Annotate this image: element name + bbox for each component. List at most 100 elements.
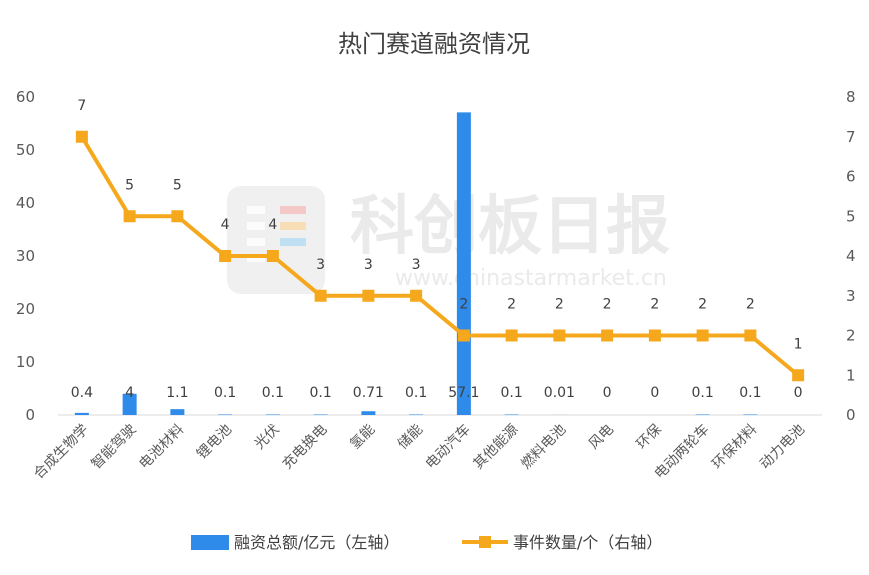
line-data-label: 5 — [125, 177, 134, 193]
line-point — [505, 329, 518, 342]
category-label: 燃料电池 — [518, 421, 570, 473]
bar-data-label: 0 — [603, 385, 612, 401]
legend-bar-swatch — [191, 535, 229, 550]
line-data-label: 2 — [555, 297, 564, 313]
bar — [313, 414, 328, 415]
line-data-label: 4 — [221, 217, 230, 233]
right-tick-label: 0 — [846, 406, 856, 424]
category-label: 风电 — [586, 422, 617, 453]
line-data-label: 4 — [268, 217, 277, 233]
line-point — [219, 250, 232, 262]
bar — [409, 414, 424, 415]
bar — [456, 112, 471, 416]
bar-data-label: 0.4 — [71, 385, 93, 401]
left-axis: 0 10 20 30 40 50 60 — [16, 88, 35, 424]
line-point — [553, 329, 566, 342]
line-point — [266, 250, 279, 262]
line-data-label: 2 — [746, 297, 755, 313]
left-tick-label: 0 — [25, 406, 35, 424]
left-tick-label: 30 — [16, 247, 35, 265]
line-data-label: 1 — [794, 336, 803, 352]
bar-data-label: 0.1 — [691, 385, 713, 401]
category-label: 智能驾驶 — [89, 422, 140, 473]
watermark-logo-color-2 — [280, 222, 306, 230]
left-tick-label: 10 — [16, 353, 35, 371]
line-data-labels: 7 5 5 4 4 3 3 3 2 2 2 2 2 2 2 1 — [77, 98, 802, 353]
right-tick-label: 5 — [846, 207, 856, 225]
bar-data-label: 0 — [794, 385, 803, 401]
bar — [74, 412, 89, 415]
legend-line-label: 事件数量/个（右轴） — [513, 533, 662, 552]
category-label: 电池材料 — [136, 422, 187, 473]
chart-title: 热门赛道融资情况 — [338, 30, 530, 58]
bar-data-label: 0.1 — [214, 385, 236, 401]
bar-data-labels: 0.4 4 1.1 0.1 0.1 0.1 0.71 0.1 57.1 0.1 0.01 0 0 0.1 0… — [71, 385, 803, 401]
bar-data-label: 0.1 — [309, 385, 331, 401]
bar-data-label: 4 — [125, 385, 134, 401]
category-label: 氢能 — [347, 422, 378, 453]
right-tick-label: 6 — [846, 168, 856, 186]
category-label: 环保 — [634, 422, 665, 453]
right-axis: 0 1 2 3 4 5 6 7 8 — [846, 88, 856, 424]
category-label: 其他能源 — [471, 422, 522, 473]
category-label: 光伏 — [252, 422, 283, 453]
watermark-name: 科创板日报 — [350, 190, 670, 264]
line-data-label: 3 — [316, 257, 325, 273]
right-tick-label: 7 — [846, 128, 856, 146]
line-data-label: 2 — [459, 297, 468, 313]
line-series — [75, 130, 805, 382]
line-data-label: 2 — [698, 297, 707, 313]
line-point — [601, 329, 614, 342]
bar-data-label: 57.1 — [448, 385, 479, 401]
bar-data-label: 0.01 — [544, 385, 575, 401]
right-tick-label: 1 — [846, 366, 856, 384]
left-tick-label: 50 — [16, 141, 35, 159]
category-label: 充电换电 — [279, 421, 331, 473]
line-point — [314, 289, 327, 302]
category-label: 锂电池 — [194, 422, 235, 463]
watermark-logo-bar-3 — [247, 238, 265, 246]
bar — [695, 414, 710, 415]
bar-data-label: 0.1 — [262, 385, 284, 401]
category-label: 电动汽车 — [422, 421, 474, 473]
line-point — [744, 329, 757, 342]
bar — [361, 411, 376, 415]
legend-bar-label: 融资总额/亿元（左轴） — [234, 533, 399, 552]
left-tick-label: 60 — [16, 88, 35, 106]
line-point — [75, 130, 88, 143]
bar-data-label: 0.1 — [739, 385, 761, 401]
right-tick-label: 8 — [846, 88, 856, 106]
left-tick-label: 20 — [16, 300, 35, 318]
bar-data-label: 0.71 — [353, 385, 384, 401]
watermark-logo-bar-1 — [247, 206, 265, 214]
bar — [122, 393, 137, 415]
legend-line-marker — [479, 536, 491, 548]
legend: 融资总额/亿元（左轴） 事件数量/个（右轴） — [191, 533, 662, 552]
bar-data-label: 0.1 — [405, 385, 427, 401]
line-point — [457, 329, 470, 342]
line-data-label: 2 — [603, 297, 612, 313]
line-point — [362, 289, 375, 302]
line-data-label: 7 — [77, 98, 86, 114]
line-point — [410, 289, 423, 302]
left-tick-label: 40 — [16, 194, 35, 212]
watermark: 科创板日报 www.chinastarmarket.cn — [227, 186, 670, 294]
bar-data-label: 1.1 — [166, 385, 188, 401]
line-data-label: 3 — [364, 257, 373, 273]
bar-data-label: 0 — [650, 385, 659, 401]
line-point — [171, 210, 184, 223]
category-label: 动力电池 — [757, 422, 808, 473]
series-line — [80, 135, 800, 377]
category-label: 储能 — [395, 422, 426, 453]
bar — [218, 414, 233, 415]
watermark-logo-color-3 — [280, 238, 306, 246]
bar-data-label: 0.1 — [500, 385, 522, 401]
bar — [170, 409, 185, 415]
line-point — [696, 329, 709, 342]
watermark-url: www.chinastarmarket.cn — [395, 266, 667, 291]
line-point — [792, 369, 805, 382]
bar — [743, 414, 758, 415]
right-tick-label: 2 — [846, 327, 856, 345]
category-label: 环保材料 — [709, 422, 760, 473]
